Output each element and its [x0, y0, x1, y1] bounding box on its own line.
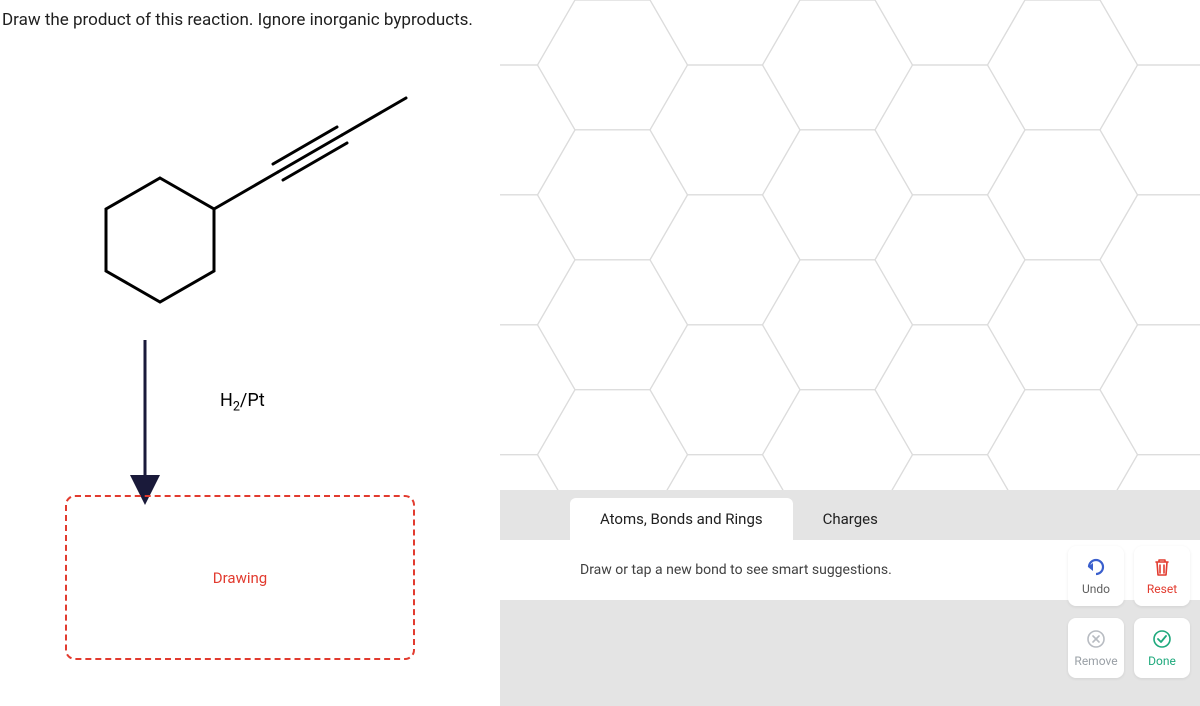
remove-button[interactable]: Remove: [1068, 618, 1124, 678]
close-circle-icon: [1085, 628, 1107, 650]
undo-icon: [1085, 556, 1107, 578]
product-drawing-dropzone[interactable]: Drawing: [65, 495, 415, 660]
remove-label: Remove: [1074, 654, 1117, 668]
question-panel: Draw the product of this reaction. Ignor…: [0, 0, 500, 706]
undo-label: Undo: [1082, 582, 1110, 596]
action-buttons: Undo Reset Remove: [1068, 546, 1190, 678]
done-button[interactable]: Done: [1134, 618, 1190, 678]
check-circle-icon: [1151, 628, 1173, 650]
trash-icon: [1151, 556, 1173, 578]
tool-tabs: Atoms, Bonds and Rings Charges: [500, 490, 1200, 540]
drawing-canvas[interactable]: [500, 0, 1200, 490]
reset-button[interactable]: Reset: [1134, 546, 1190, 606]
tab-charges[interactable]: Charges: [793, 498, 908, 540]
reaction-arrow-area: H2/Pt: [0, 340, 500, 510]
tab-atoms-bonds-rings[interactable]: Atoms, Bonds and Rings: [570, 498, 793, 540]
reactant-structure: [0, 80, 500, 340]
drawing-editor-panel: Atoms, Bonds and Rings Charges Draw or t…: [500, 0, 1200, 706]
drawing-label: Drawing: [213, 569, 267, 587]
editor-toolbar: Atoms, Bonds and Rings Charges Draw or t…: [500, 490, 1200, 706]
reagent-label: H2/Pt: [220, 390, 265, 415]
done-label: Done: [1148, 654, 1176, 668]
reset-label: Reset: [1147, 582, 1177, 596]
instruction-text: Draw the product of this reaction. Ignor…: [0, 10, 500, 30]
undo-button[interactable]: Undo: [1068, 546, 1124, 606]
